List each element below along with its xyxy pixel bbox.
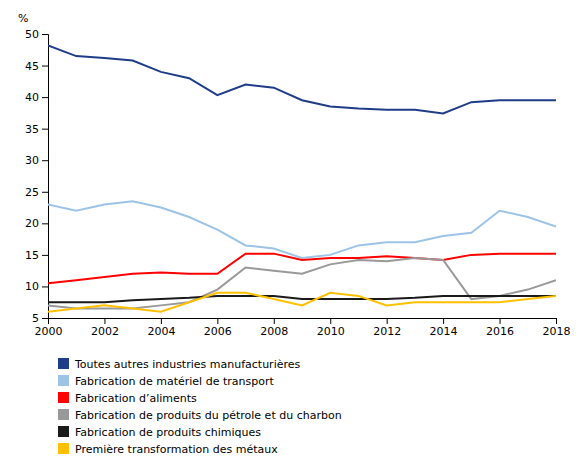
legend-label: Toutes autres industries manufacturières <box>74 358 301 371</box>
tick-label: 2014 <box>430 325 458 338</box>
tick: 20 <box>25 217 48 230</box>
series-line <box>48 201 556 258</box>
tick: 2002 <box>91 318 119 338</box>
tick-label: 2018 <box>543 325 571 338</box>
tick-mark <box>42 286 48 287</box>
tick: 45 <box>25 60 48 73</box>
legend-label: Fabrication d’aliments <box>75 392 197 405</box>
tick-label: 2004 <box>147 325 175 338</box>
tick-mark <box>387 318 388 324</box>
x-axis: 2000 2002 2004 2006 2008 2010 2012 2014 2016 2018 <box>35 318 571 338</box>
tick-label: 2006 <box>204 325 232 338</box>
y-axis-label: % <box>18 12 28 25</box>
legend: Toutes autres industries manufacturières… <box>58 358 342 456</box>
tick-mark <box>104 318 105 324</box>
legend-swatch <box>58 392 69 403</box>
tick: 2014 <box>430 318 458 338</box>
tick: 2010 <box>317 318 345 338</box>
tick: 2006 <box>204 318 232 338</box>
series-line <box>48 293 556 312</box>
legend-swatch <box>58 375 69 386</box>
tick: 2004 <box>147 318 175 338</box>
tick-label: 2008 <box>260 325 288 338</box>
tick: 2008 <box>260 318 288 338</box>
legend-label: Fabrication de produits du pétrole et du… <box>75 409 342 422</box>
tick: 5 <box>32 312 48 325</box>
legend-item: Fabrication de matériel de transport <box>58 375 274 388</box>
tick-label: 15 <box>25 249 39 262</box>
tick-mark <box>500 318 501 324</box>
tick-mark <box>443 318 444 324</box>
tick-label: 25 <box>25 186 39 199</box>
legend-item: Fabrication de produits du pétrole et du… <box>58 409 342 422</box>
legend-item: Première transformation des métaux <box>58 443 278 456</box>
plot: 2000200220042006200820102012201420162018… <box>18 12 571 338</box>
tick-mark <box>42 192 48 193</box>
tick-label: 2016 <box>486 325 514 338</box>
series-line <box>48 45 556 113</box>
tick-label: 35 <box>25 123 39 136</box>
tick-mark <box>42 66 48 67</box>
tick: 25 <box>25 186 48 199</box>
tick: 40 <box>25 91 48 104</box>
series-line <box>48 254 556 284</box>
tick-mark <box>161 318 162 324</box>
tick-mark <box>42 160 48 161</box>
legend-label: Première transformation des métaux <box>75 443 278 456</box>
tick: 10 <box>25 280 48 293</box>
tick-label: 10 <box>25 280 39 293</box>
y-axis: 5 10 15 20 25 30 35 40 45 50 <box>25 28 49 325</box>
tick-label: 50 <box>25 28 39 41</box>
series-line <box>48 258 556 308</box>
tick-mark <box>42 34 48 35</box>
tick-mark <box>556 318 557 324</box>
tick: 50 <box>25 28 48 41</box>
tick-label: 2000 <box>35 325 63 338</box>
legend-swatch <box>58 358 69 369</box>
tick: 2012 <box>373 318 401 338</box>
tick-label: 5 <box>32 312 39 325</box>
tick-mark <box>42 129 48 130</box>
axis-line <box>42 35 49 319</box>
tick: 2018 <box>543 318 571 338</box>
legend-item: Fabrication d’aliments <box>58 392 197 405</box>
chart: 2000200220042006200820102012201420162018… <box>0 0 580 470</box>
tick-mark <box>274 318 275 324</box>
tick-mark <box>42 255 48 256</box>
tick-mark <box>42 97 48 98</box>
axis-line <box>49 319 557 325</box>
tick-label: 20 <box>25 217 39 230</box>
tick: 15 <box>25 249 48 262</box>
legend-swatch <box>58 409 69 420</box>
legend-label: Fabrication de matériel de transport <box>75 375 274 388</box>
legend-label: Fabrication de produits chimiques <box>75 426 261 439</box>
tick-label: 40 <box>25 91 39 104</box>
tick-label: 2002 <box>91 325 119 338</box>
lines <box>48 45 556 311</box>
tick-label: 30 <box>25 154 39 167</box>
legend-swatch <box>58 426 69 437</box>
tick-mark <box>217 318 218 324</box>
tick: 30 <box>25 154 48 167</box>
tick-mark <box>42 318 48 319</box>
legend-item: Toutes autres industries manufacturières <box>58 358 301 371</box>
tick: 35 <box>25 123 48 136</box>
tick: 2016 <box>486 318 514 338</box>
tick-label: 45 <box>25 60 39 73</box>
tick-label: 2010 <box>317 325 345 338</box>
legend-item: Fabrication de produits chimiques <box>58 426 261 439</box>
tick-mark <box>42 223 48 224</box>
tick-label: 2012 <box>373 325 401 338</box>
legend-swatch <box>58 443 69 454</box>
tick-mark <box>330 318 331 324</box>
